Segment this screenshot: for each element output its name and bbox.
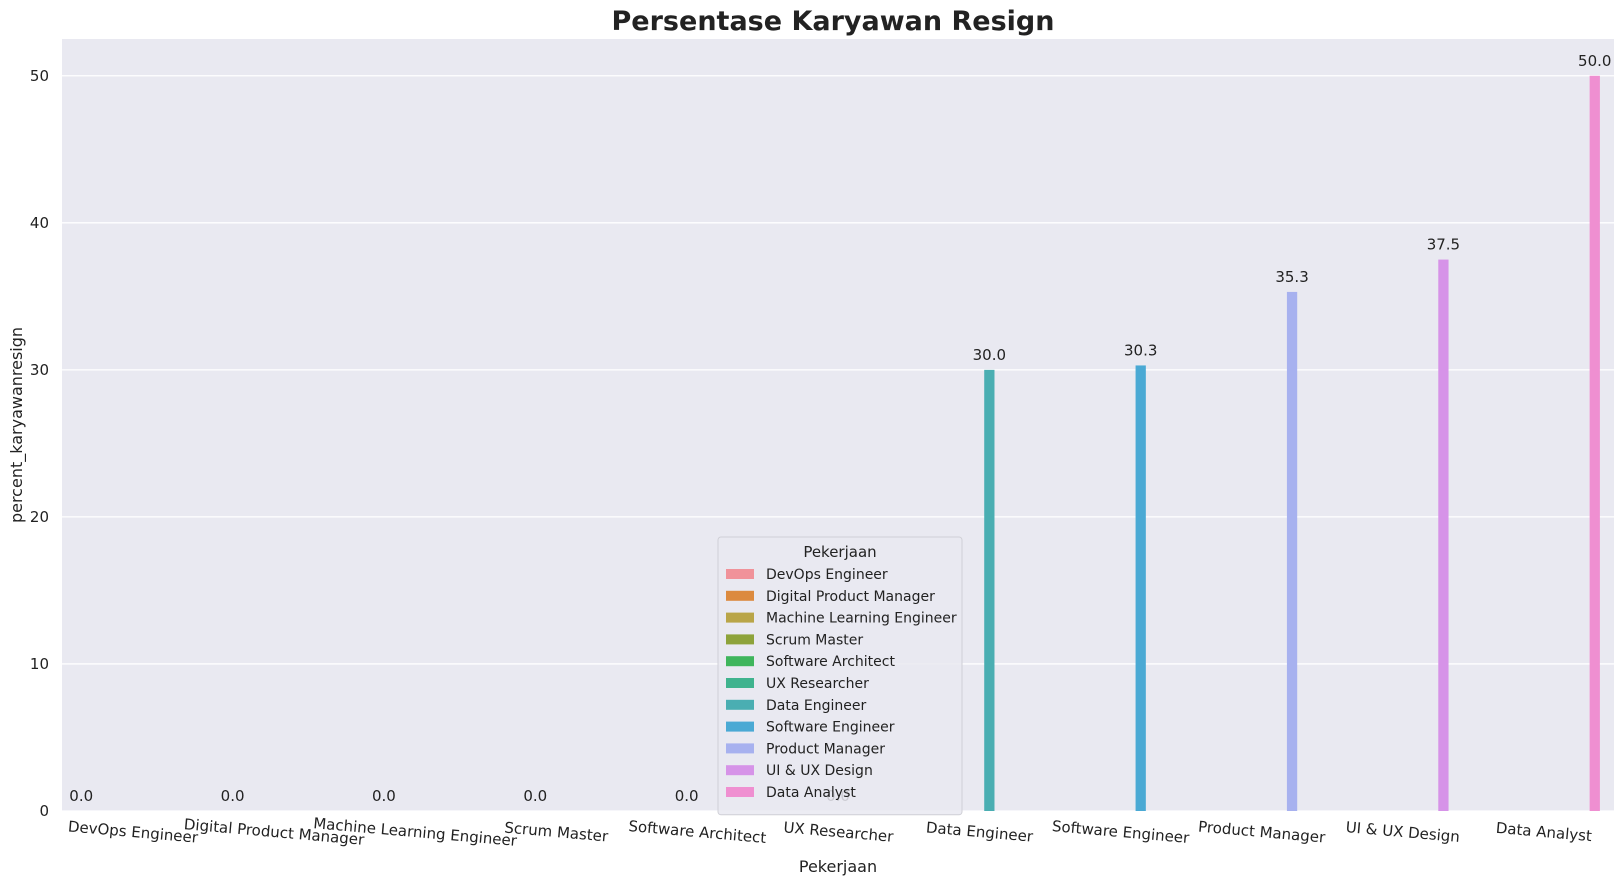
legend-item-devops-engineer: DevOps Engineer — [766, 567, 888, 583]
bar-software-engineer — [1136, 365, 1146, 811]
legend-item-software-engineer: Software Engineer — [766, 720, 895, 736]
x-tick-label: Scrum Master — [504, 819, 610, 846]
bar-data-analyst — [1590, 76, 1600, 811]
x-axis-label: Pekerjaan — [799, 857, 877, 876]
data-label-digital-product-manager: 0.0 — [221, 787, 245, 805]
x-tick-label: Data Engineer — [925, 818, 1034, 845]
x-tick-label: Product Manager — [1197, 817, 1326, 846]
legend-item-machine-learning-engineer: Machine Learning Engineer — [766, 611, 957, 627]
legend-swatch — [726, 656, 754, 666]
y-tick-label: 50 — [30, 67, 49, 85]
x-tick-label: Data Analyst — [1495, 819, 1593, 845]
data-label-software-engineer: 30.3 — [1124, 341, 1157, 359]
data-label-product-manager: 35.3 — [1275, 268, 1308, 286]
x-tick-label: UI & UX Design — [1345, 818, 1461, 846]
x-tick-label: DevOps Engineer — [67, 817, 199, 846]
legend-item-product-manager: Product Manager — [766, 741, 885, 757]
legend-swatch — [726, 700, 754, 710]
bar-data-engineer — [984, 370, 994, 811]
legend-swatch — [726, 743, 754, 753]
x-tick-label: UX Researcher — [783, 818, 895, 846]
y-tick-label: 40 — [30, 214, 49, 232]
data-label-data-analyst: 50.0 — [1578, 52, 1611, 70]
x-tick-label: Software Engineer — [1051, 817, 1191, 847]
legend-swatch — [726, 722, 754, 732]
x-tick-label: Software Architect — [628, 817, 767, 847]
legend-swatch — [726, 787, 754, 797]
y-tick-label: 10 — [30, 655, 49, 673]
data-label-ui-and-ux-design: 37.5 — [1427, 236, 1460, 254]
legend-item-data-engineer: Data Engineer — [766, 698, 866, 714]
legend-item-ui-and-ux-design: UI & UX Design — [766, 763, 873, 779]
bar-product-manager — [1287, 292, 1297, 811]
y-axis-label: percent_karyawanresign — [7, 327, 27, 523]
legend-swatch — [726, 634, 754, 644]
data-label-software-architect: 0.0 — [675, 787, 699, 805]
y-tick-label: 0 — [39, 802, 49, 820]
chart-title: Persentase Karyawan Resign — [612, 6, 1055, 37]
legend-swatch — [726, 613, 754, 623]
legend-item-ux-researcher: UX Researcher — [766, 676, 869, 692]
y-tick-label: 20 — [30, 508, 49, 526]
legend: Pekerjaan DevOps Engineer Digital Product … — [718, 537, 962, 815]
data-label-machine-learning-engineer: 0.0 — [372, 787, 396, 805]
legend-item-scrum-master: Scrum Master — [766, 632, 863, 648]
y-tick-label: 30 — [30, 361, 49, 379]
data-label-devops-engineer: 0.0 — [69, 787, 93, 805]
bar-ui-and-ux-design — [1438, 260, 1448, 811]
legend-swatch — [726, 678, 754, 688]
y-axis-ticks: 0 10 20 30 40 50 — [30, 67, 49, 820]
legend-title: Pekerjaan — [803, 543, 876, 561]
data-label-scrum-master: 0.0 — [523, 787, 547, 805]
data-label-data-engineer: 30.0 — [973, 346, 1006, 364]
legend-swatch — [726, 765, 754, 775]
legend-item-digital-product-manager: Digital Product Manager — [766, 589, 935, 605]
legend-swatch — [726, 569, 754, 579]
legend-swatch — [726, 591, 754, 601]
legend-item-software-architect: Software Architect — [766, 654, 895, 670]
legend-item-data-analyst: Data Analyst — [766, 785, 856, 801]
